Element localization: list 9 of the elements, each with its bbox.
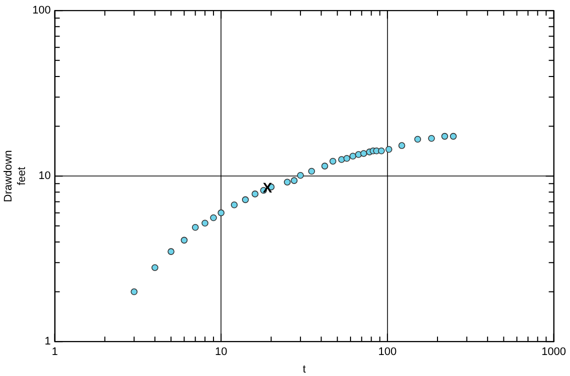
y-axis-title: Drawdown feet: [2, 150, 28, 202]
y-tick-label: 100: [32, 4, 51, 17]
x-tick-label: 10: [214, 346, 228, 358]
x-axis-title: t: [302, 363, 306, 376]
x-tick-label: 100: [378, 346, 397, 358]
y-tick-label: 10: [38, 170, 51, 182]
x-tick-label: 1000: [542, 346, 566, 358]
annotation: X: [262, 179, 273, 196]
y-tick-label: 1: [44, 336, 51, 348]
